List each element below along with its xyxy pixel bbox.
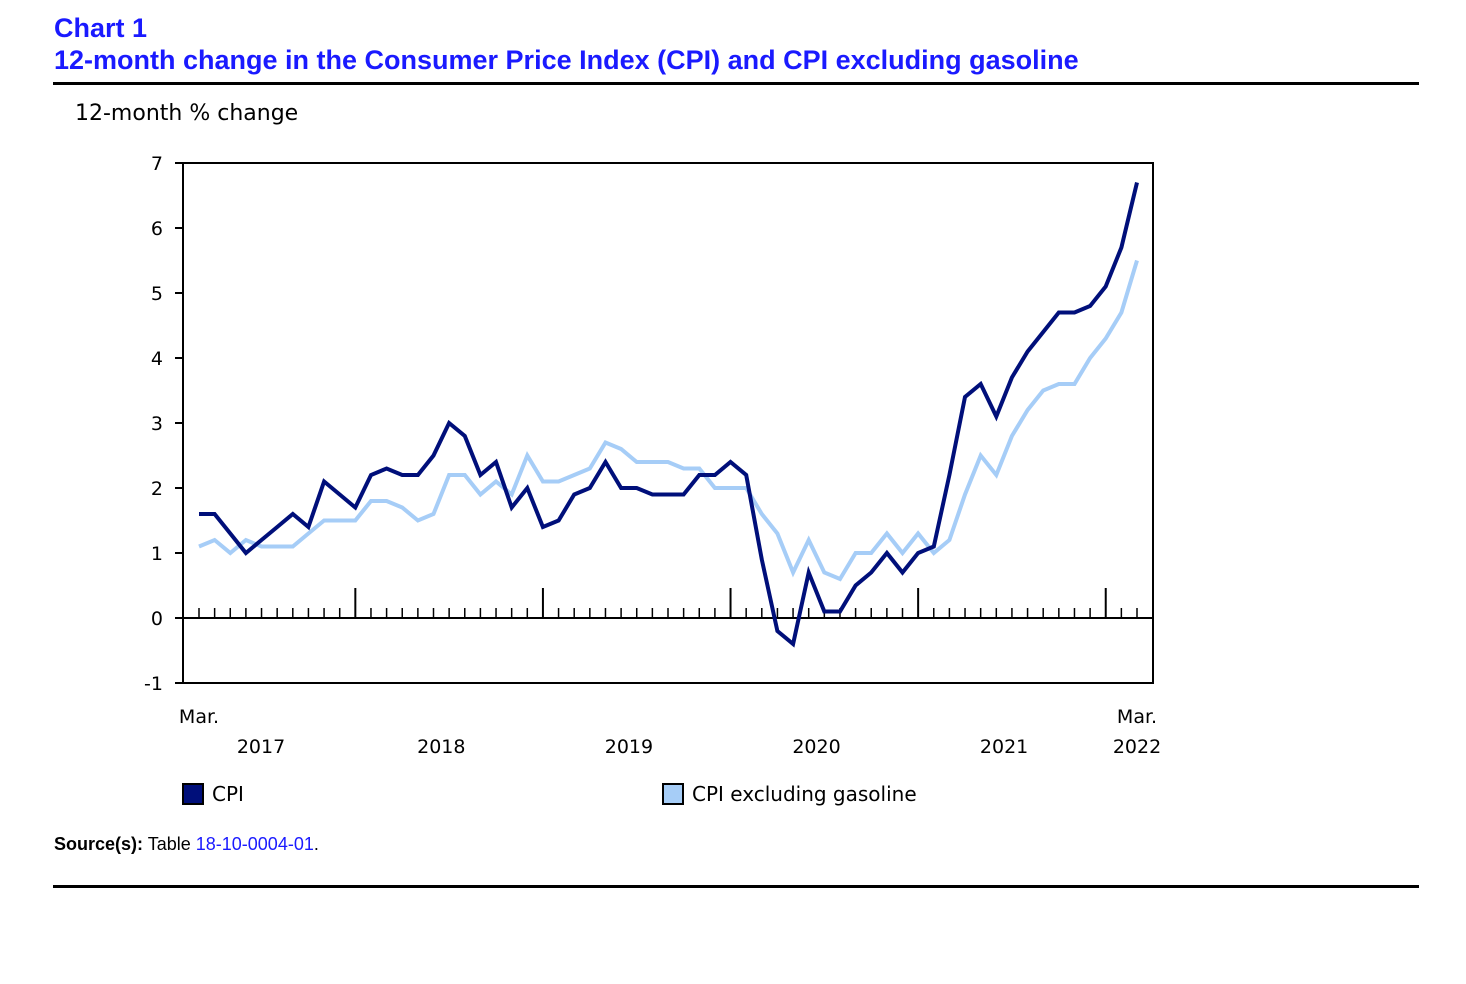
- x-tick-year: 2018: [417, 736, 465, 758]
- x-tick-month: Mar.: [179, 706, 219, 728]
- legend-swatch-cpi-ex-gasoline: [662, 783, 684, 805]
- line-chart: -1 0 1 2 3 4 5 6 7 Mar. 2017 2018 2019 2020 2021 Mar. 20…: [144, 153, 1161, 758]
- y-tick-label: 6: [151, 218, 163, 240]
- x-tick-year: 2017: [237, 736, 285, 758]
- x-tick-month: Mar.: [1117, 706, 1157, 728]
- y-tick-label: 5: [151, 283, 163, 305]
- legend-label-cpi: CPI: [212, 782, 244, 806]
- chart-title: 12-month change in the Consumer Price In…: [54, 45, 1079, 75]
- top-divider: [53, 82, 1419, 85]
- plot-frame: [182, 162, 1154, 684]
- x-tick-year: 2020: [792, 736, 840, 758]
- x-tick-year: 2019: [605, 736, 653, 758]
- y-tick-label: 3: [151, 413, 163, 435]
- y-tick-label: 7: [151, 153, 163, 175]
- y-tick-label: -1: [144, 673, 163, 695]
- source-label: Source(s):: [54, 834, 144, 854]
- y-tick-label: 2: [151, 478, 163, 500]
- y-tick-label: 4: [151, 348, 163, 370]
- series-line-cpi: [199, 182, 1139, 648]
- legend-label-cpi-ex-gasoline: CPI excluding gasoline: [692, 782, 917, 806]
- x-tick-year: 2022: [1113, 736, 1161, 758]
- legend-swatch-cpi: [182, 783, 204, 805]
- chart-number: Chart 1: [54, 13, 148, 43]
- y-tick-label: 0: [151, 608, 163, 630]
- bottom-divider: [53, 885, 1419, 888]
- y-axis-label: 12-month % change: [75, 101, 299, 126]
- source-note: Source(s): Table 18-10-0004-01.: [54, 834, 319, 855]
- source-text: Table: [147, 834, 191, 854]
- source-end: .: [313, 834, 319, 854]
- y-tick-label: 1: [151, 543, 163, 565]
- legend-item-cpi: CPI: [182, 782, 244, 806]
- legend-item-cpi-ex-gasoline: CPI excluding gasoline: [662, 782, 917, 806]
- series-line-cpi-ex-gasoline: [198, 259, 1139, 582]
- x-tick-year: 2021: [980, 736, 1028, 758]
- source-table-link[interactable]: 18-10-0004-01: [195, 834, 314, 854]
